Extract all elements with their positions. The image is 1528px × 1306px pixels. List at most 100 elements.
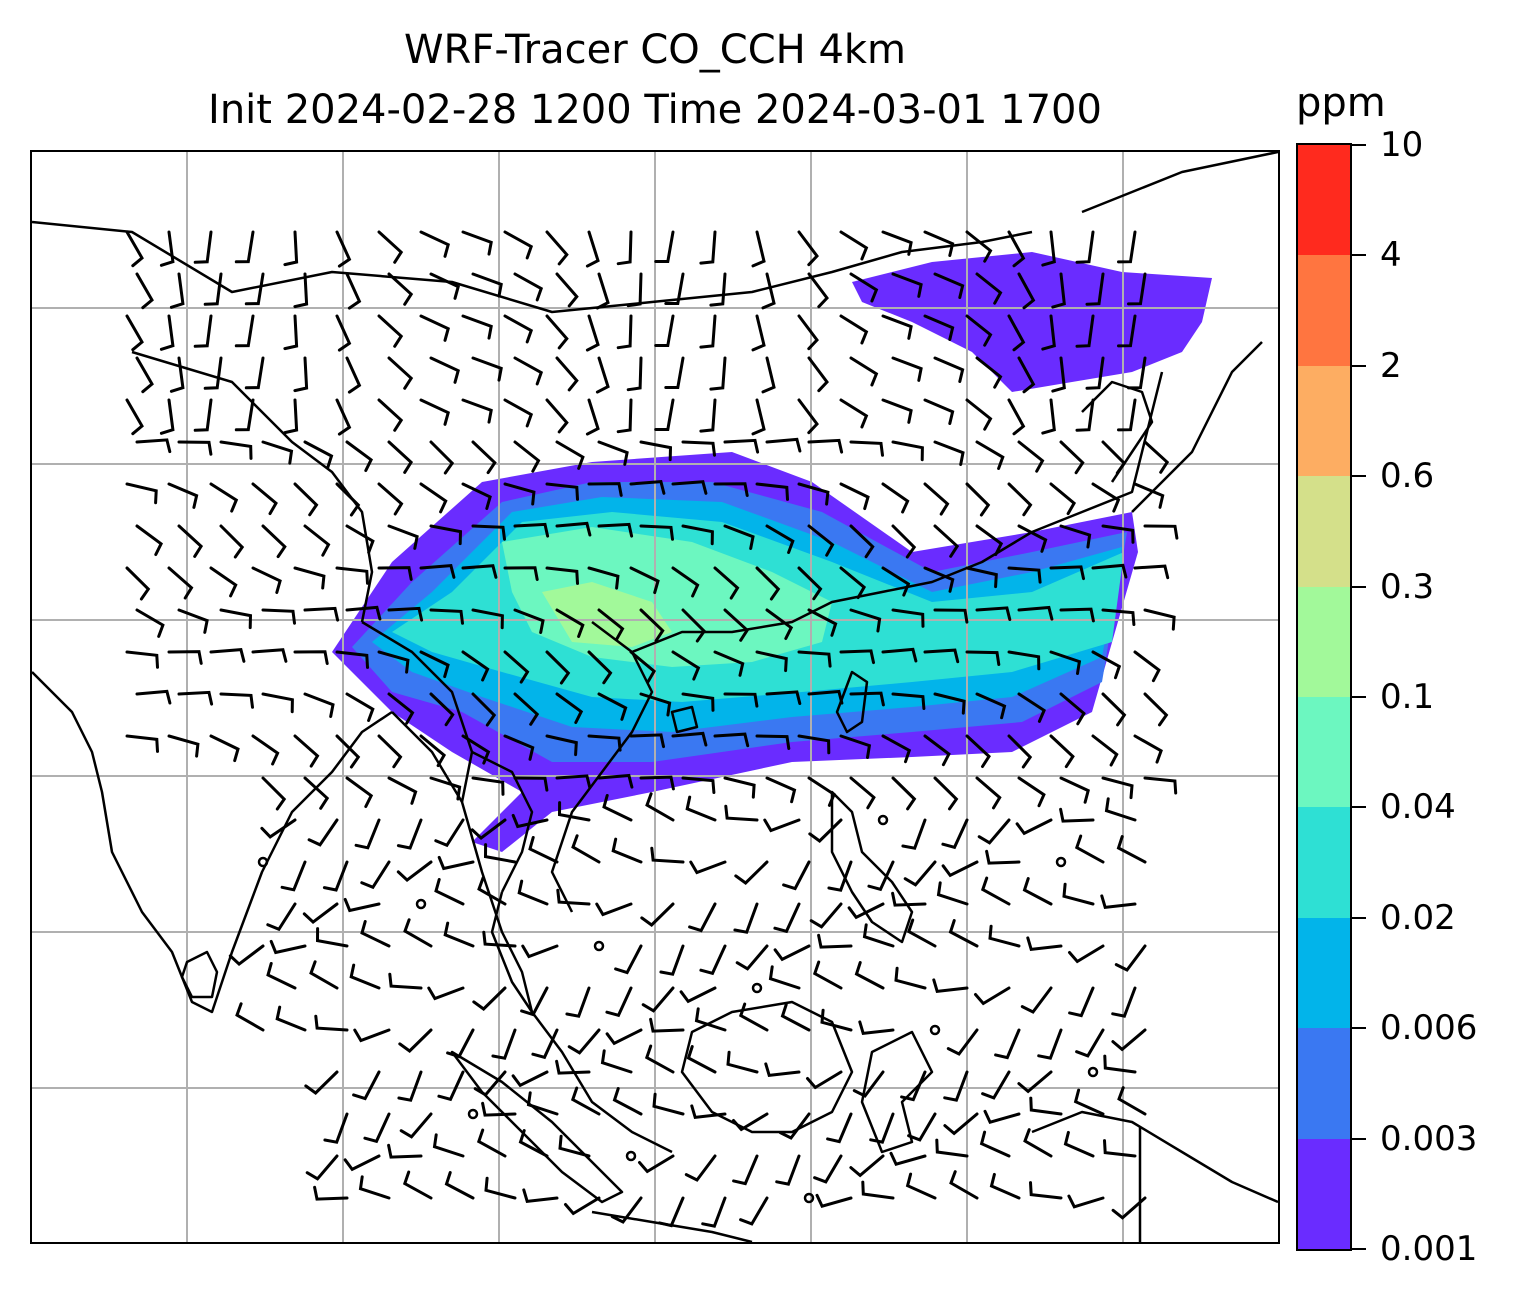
- wind-barb: [735, 944, 769, 971]
- wind-barb: [388, 972, 423, 990]
- wind-barb: [605, 986, 633, 1018]
- wind-barb: [1017, 776, 1046, 808]
- wind-barb: [807, 776, 836, 807]
- wind-barb: [244, 356, 265, 390]
- wind-barb: [307, 818, 339, 847]
- wind-barb: [555, 1059, 591, 1075]
- wind-barb: [503, 482, 536, 506]
- wind-barb: [1133, 564, 1170, 580]
- wind-barb: [556, 888, 591, 906]
- wind-barb: [345, 440, 374, 472]
- wind-barb: [1091, 650, 1122, 680]
- wind-barb: [461, 650, 490, 682]
- map-subtitle: Init 2024-02-28 1200 Time 2024-03-01 170…: [208, 87, 1102, 133]
- wind-barb: [923, 566, 955, 593]
- wind-barb: [177, 690, 214, 706]
- wind-barb: [881, 647, 918, 663]
- colorbar-segment: [1298, 696, 1350, 808]
- wind-barb: [513, 440, 541, 473]
- wind-barb: [1101, 608, 1136, 626]
- wind-barb: [377, 734, 403, 769]
- wind-barb: [1049, 482, 1077, 516]
- wind-barb: [616, 314, 633, 350]
- colorbar-tick: [1352, 254, 1366, 257]
- map-canvas: [32, 152, 1278, 1242]
- wind-barb: [302, 902, 339, 925]
- colorbar-tick: [1352, 1248, 1366, 1250]
- wind-barb: [555, 440, 585, 470]
- wind-barb: [209, 648, 246, 663]
- wind-barb: [1116, 835, 1147, 864]
- wind-barb: [738, 1002, 769, 1032]
- wind-barb: [522, 1188, 559, 1204]
- wind-barb: [755, 650, 788, 673]
- wind-barb: [849, 356, 879, 387]
- wind-barb: [681, 692, 715, 712]
- wind-barb: [681, 608, 707, 643]
- wind-barb: [303, 606, 340, 622]
- wind-barb: [839, 482, 870, 511]
- wind-barb: [503, 650, 530, 684]
- wind-barb: [654, 398, 675, 431]
- wind-barb: [1101, 692, 1127, 727]
- wind-barb: [377, 566, 413, 581]
- wind-barb: [555, 521, 592, 537]
- wind-barb: [1049, 565, 1085, 581]
- wind-barb: [847, 902, 885, 920]
- wind-barb: [1104, 797, 1137, 822]
- malay-peninsula: [490, 891, 534, 1013]
- wind-barb: [570, 1086, 601, 1116]
- wind-barb: [260, 818, 297, 839]
- wind-barb: [513, 272, 544, 302]
- wind-barb: [1017, 272, 1036, 310]
- wind-barb: [733, 902, 759, 934]
- wind-barb: [612, 1087, 643, 1116]
- wind-barb: [1117, 314, 1137, 348]
- wind-barb: [387, 272, 414, 306]
- wind-barb: [1029, 1096, 1063, 1116]
- wind-barb: [974, 986, 1011, 1006]
- wind-barb: [1017, 524, 1048, 553]
- wind-barb: [503, 734, 535, 761]
- wind-barb: [723, 692, 759, 708]
- wind-barb: [545, 482, 579, 501]
- wind-barb: [261, 692, 294, 714]
- wind-barb: [193, 230, 213, 264]
- wind-barb: [773, 902, 801, 934]
- wind-barb: [1017, 1070, 1053, 1094]
- wind-barb: [681, 524, 714, 546]
- wind-barb: [251, 648, 288, 663]
- wind-barb: [1017, 440, 1045, 473]
- wind-barb: [303, 524, 331, 557]
- wind-barb: [251, 482, 278, 516]
- wind-barb: [234, 398, 255, 432]
- wind-barb: [513, 776, 549, 792]
- wind-barb: [1007, 650, 1041, 671]
- wind-barb: [797, 230, 819, 267]
- colorbar-tick: [1352, 1137, 1366, 1140]
- java: [591, 1210, 753, 1242]
- wind-barb: [419, 230, 450, 258]
- map-panel[interactable]: [30, 150, 1280, 1244]
- wind-barb: [203, 272, 223, 306]
- wind-barb: [377, 230, 404, 264]
- wind-barb: [1017, 605, 1054, 621]
- wind-barb: [933, 440, 965, 466]
- wind-barb: [975, 606, 1012, 621]
- wind-barb: [723, 776, 756, 799]
- wind-barb: [605, 1028, 643, 1046]
- wind-barb: [219, 692, 254, 709]
- wind-barb: [345, 605, 382, 621]
- wind-barb: [429, 524, 463, 546]
- wind-barb: [654, 314, 675, 347]
- wind-barb: [867, 860, 895, 892]
- wind-barb: [936, 881, 969, 906]
- wind-barb: [1062, 882, 1095, 906]
- coastlines: [32, 152, 1278, 1242]
- wind-barb: [761, 356, 776, 394]
- wind-barb: [491, 1028, 517, 1060]
- wind-barb: [1111, 1028, 1147, 1052]
- wind-barb: [429, 356, 460, 384]
- wind-barb: [335, 482, 361, 517]
- wind-barb: [765, 690, 802, 705]
